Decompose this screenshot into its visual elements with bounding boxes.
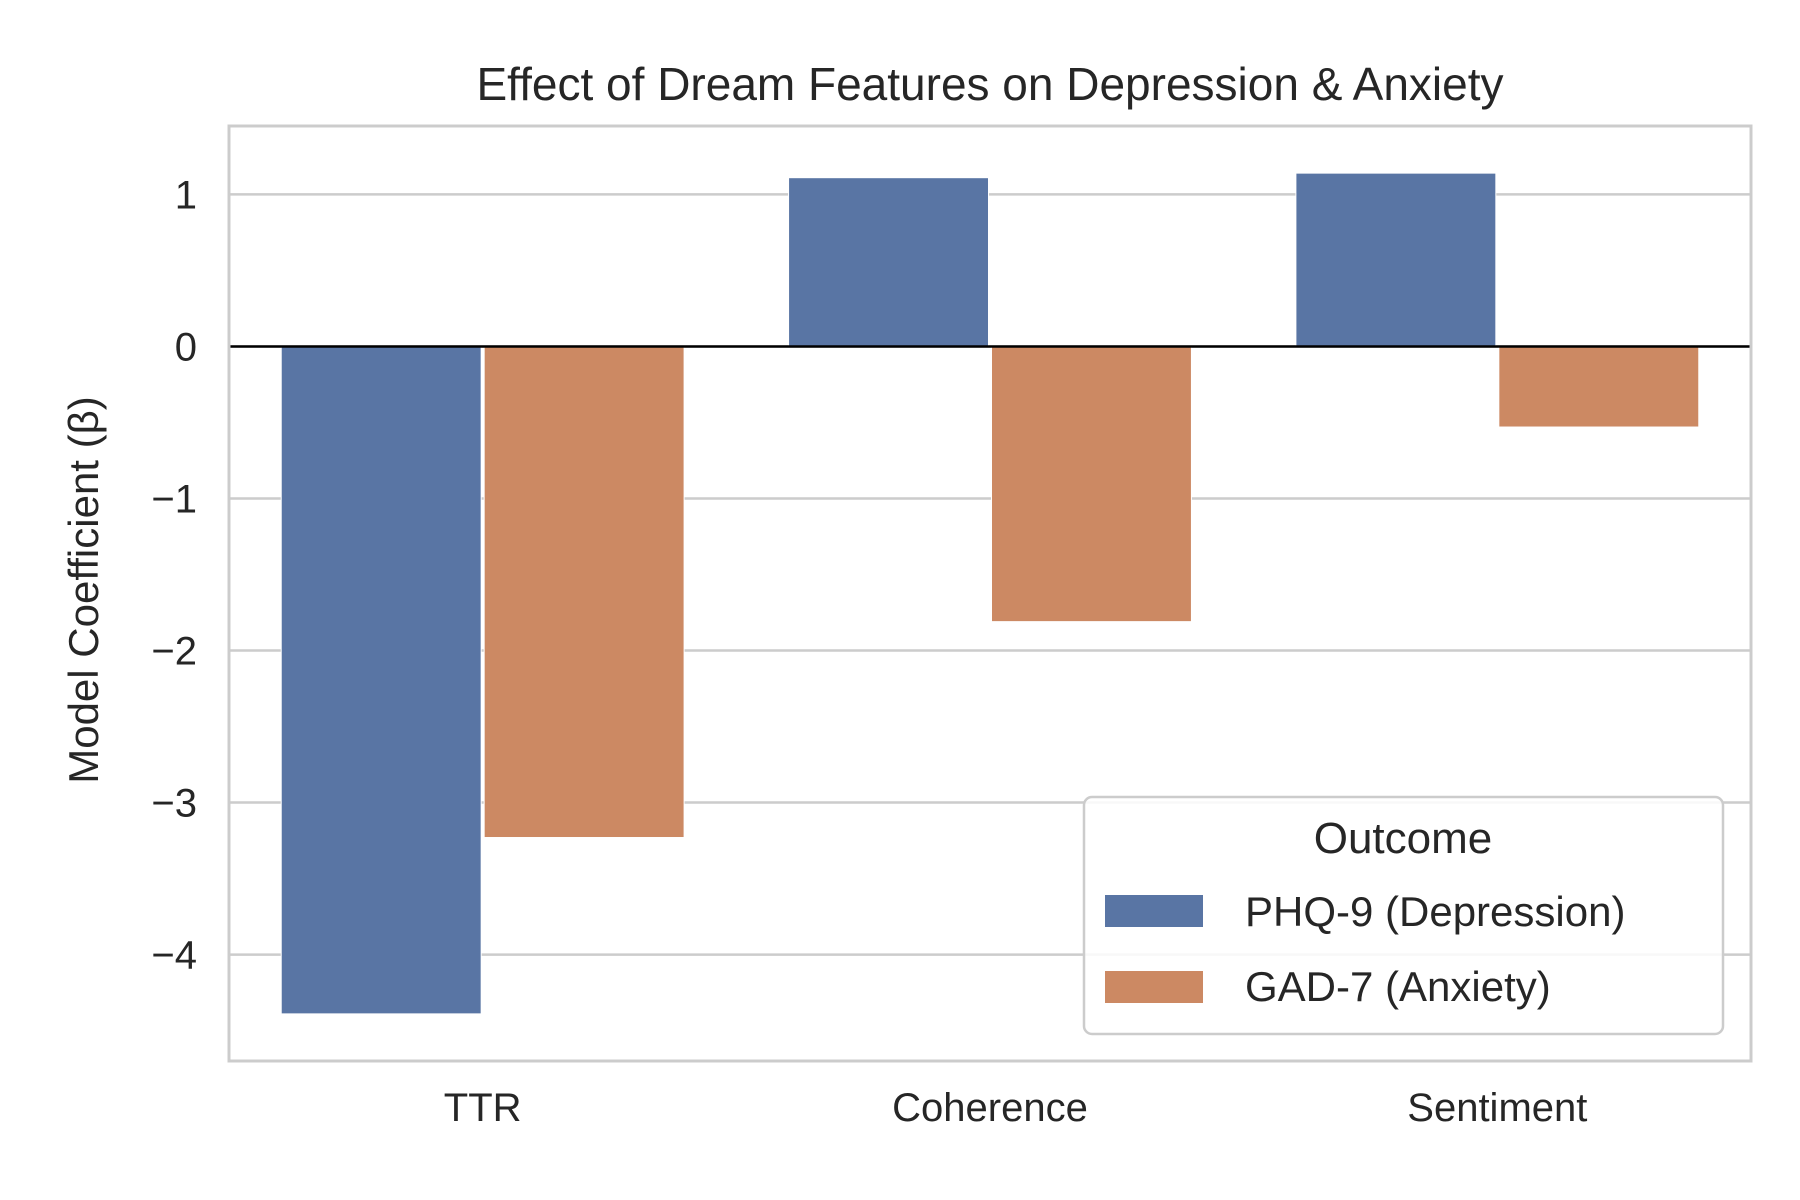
chart-title: Effect of Dream Features on Depression &… xyxy=(477,58,1504,110)
x-tick-label: TTR xyxy=(444,1086,522,1130)
y-tick-label: −2 xyxy=(151,630,197,674)
legend-box xyxy=(1082,795,1725,1036)
bar-sentiment-phq9 xyxy=(1295,172,1497,347)
y-tick-label: 0 xyxy=(175,325,197,369)
legend-label-gad7: GAD-7 (Anxiety) xyxy=(1245,963,1551,1010)
x-tick-label: Sentiment xyxy=(1407,1086,1587,1130)
legend-swatch-phq9 xyxy=(1105,895,1203,927)
bar-sentiment-gad7 xyxy=(1498,345,1700,428)
y-tick-label: −4 xyxy=(151,934,197,978)
bar-coherence-phq9 xyxy=(788,177,989,347)
y-tick-label: −3 xyxy=(151,782,197,826)
x-tick-label: Coherence xyxy=(892,1086,1088,1130)
x-tick-labels: TTR Coherence Sentiment xyxy=(444,1086,1588,1130)
legend-label-phq9: PHQ-9 (Depression) xyxy=(1245,888,1625,935)
y-tick-label: 1 xyxy=(175,173,197,217)
bar-ttr-phq9 xyxy=(280,345,482,1015)
legend: Outcome PHQ-9 (Depression) GAD-7 (Anxiet… xyxy=(1082,795,1725,1036)
bar-ttr-gad7 xyxy=(483,345,685,839)
bar-coherence-gad7 xyxy=(991,345,1192,623)
legend-swatch-gad7 xyxy=(1105,971,1203,1003)
plot-frame xyxy=(227,124,1753,1063)
legend-title: Outcome xyxy=(1314,814,1493,863)
y-tick-label: −1 xyxy=(151,477,197,521)
y-axis-label: Model Coefficient (β) xyxy=(60,396,107,784)
y-tick-labels: 1 0 −1 −2 −3 −4 xyxy=(151,173,197,977)
